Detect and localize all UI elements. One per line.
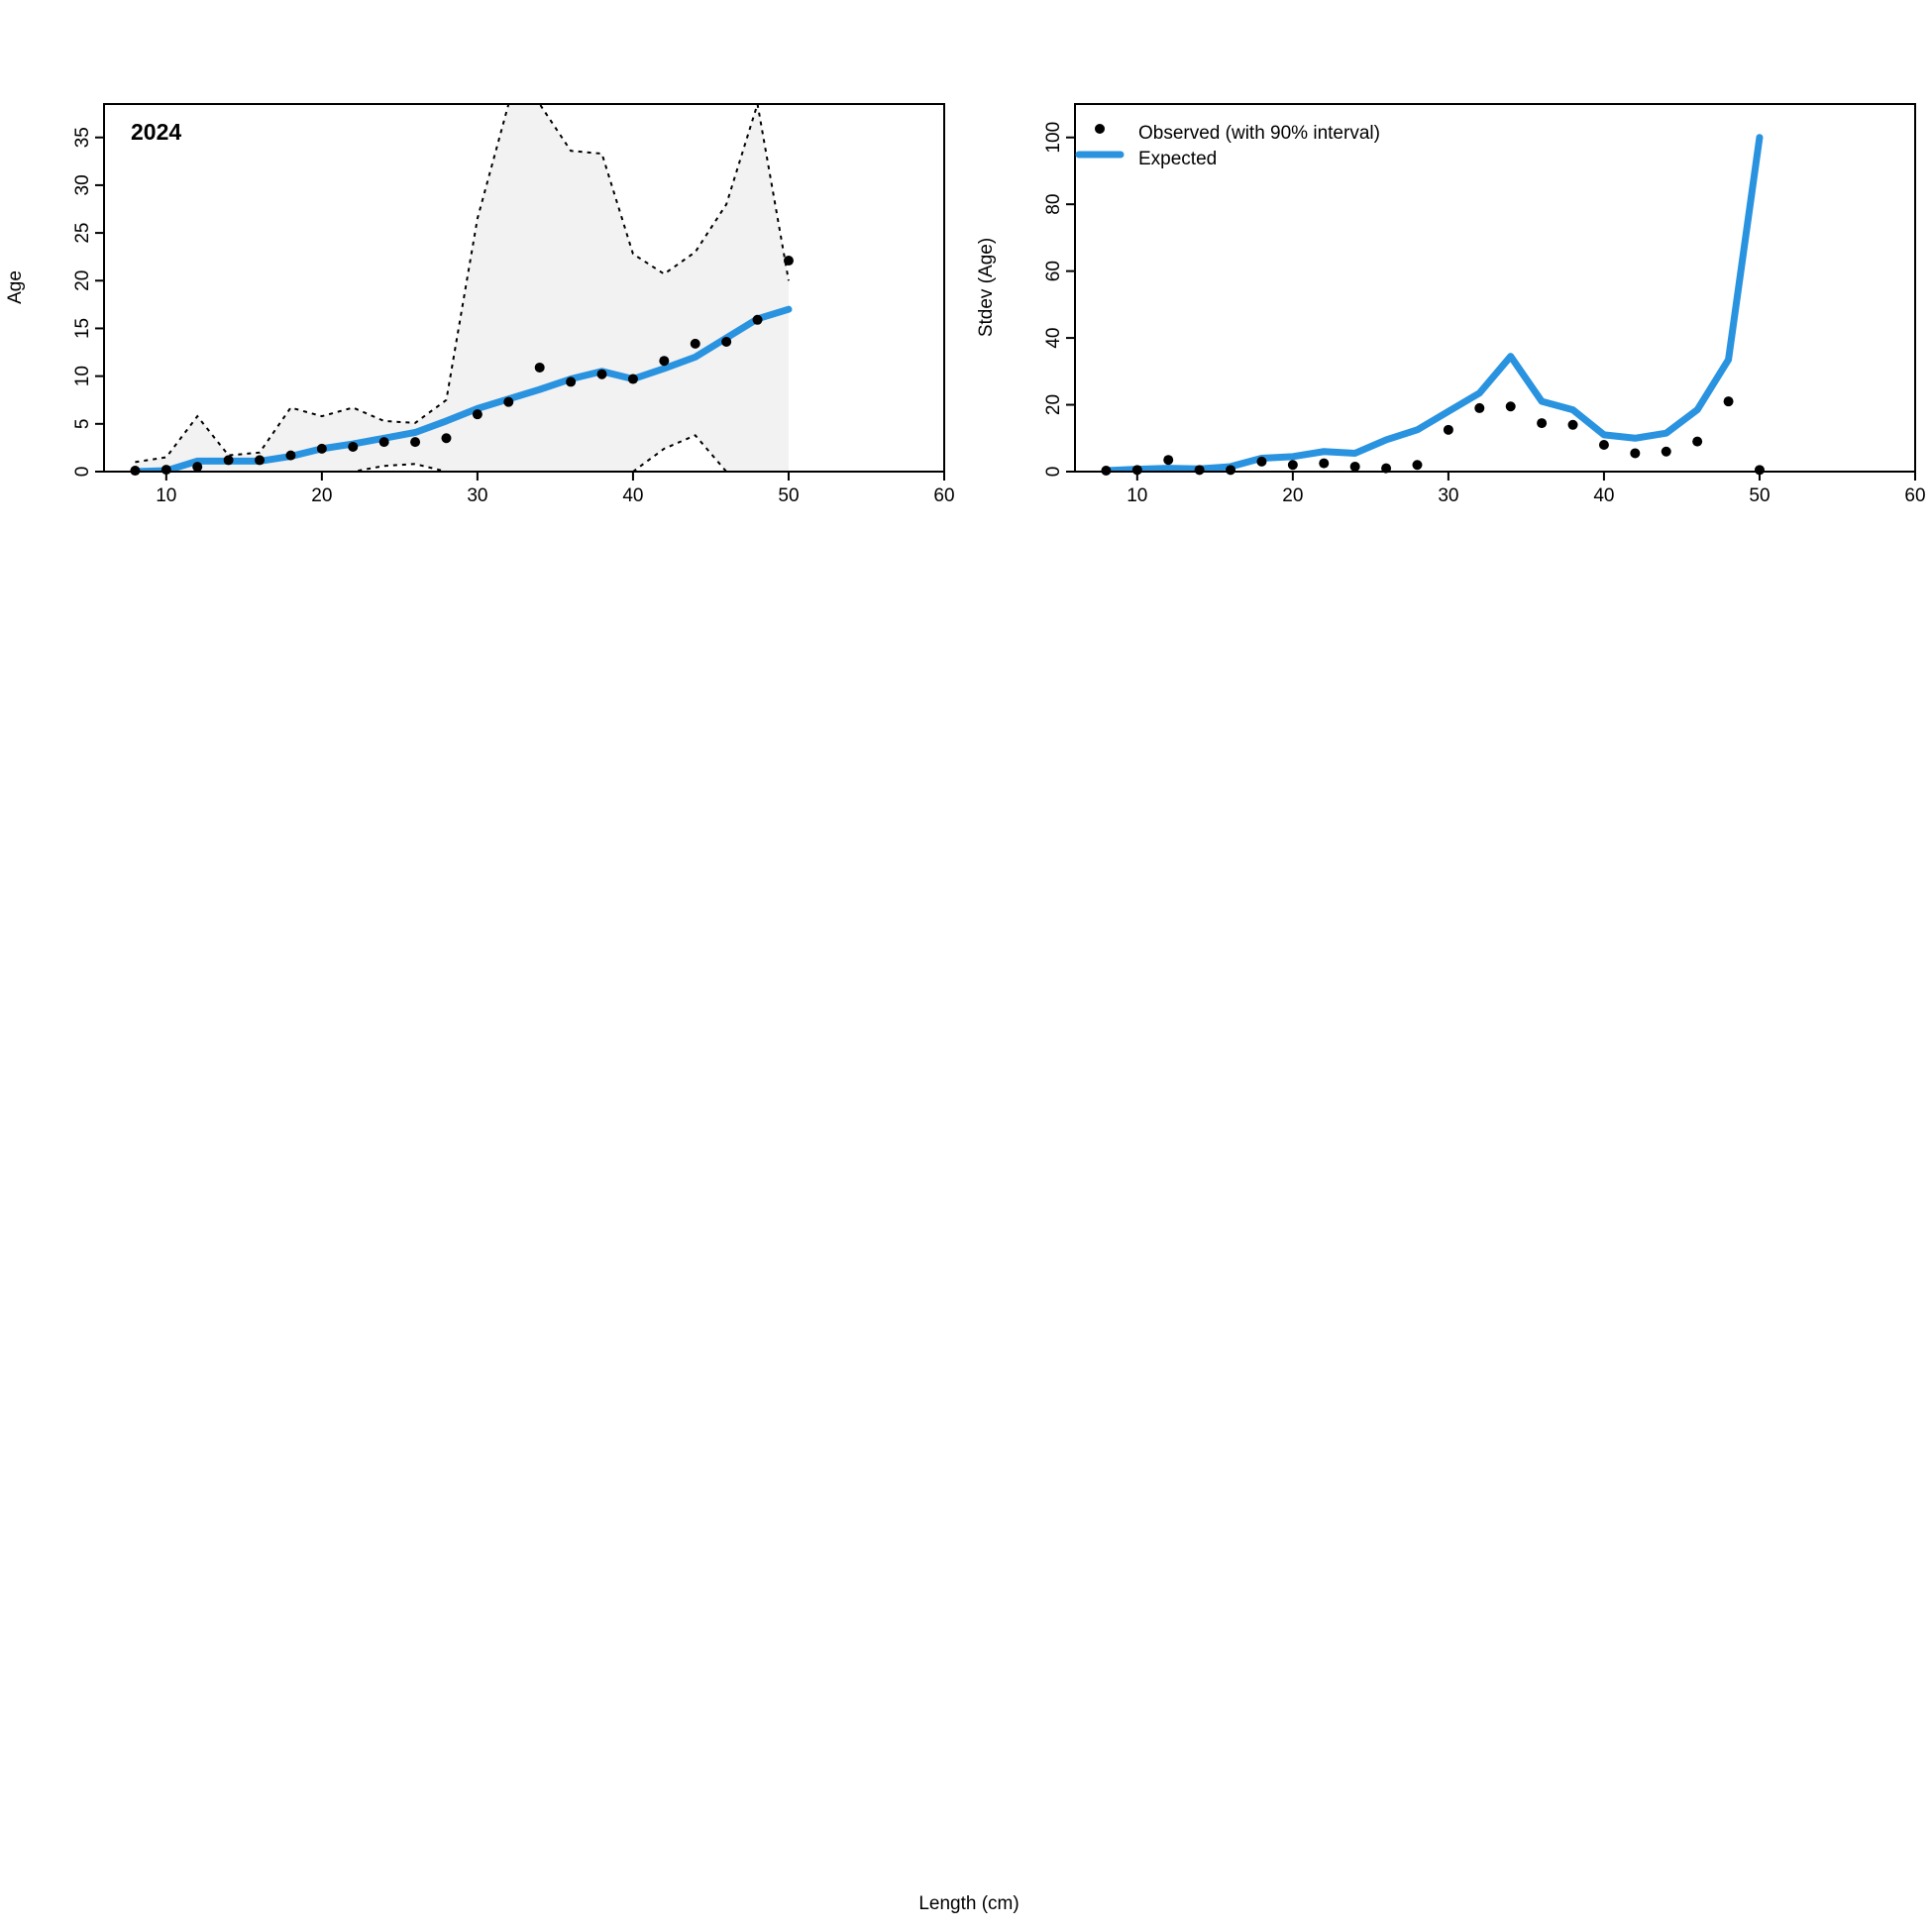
age-observed-point bbox=[690, 338, 700, 349]
age-expected-line bbox=[131, 305, 793, 472]
stdev-observed-point bbox=[1226, 465, 1236, 476]
stdev-y-tick-label: 0 bbox=[1043, 467, 1064, 478]
stdev-x-tick-label: 20 bbox=[1282, 485, 1303, 506]
stdev-observed-point bbox=[1630, 448, 1641, 459]
age-observed-point bbox=[503, 396, 514, 407]
stdev-observed-point bbox=[1349, 461, 1360, 472]
age-observed-point bbox=[378, 437, 389, 448]
stdev-y-tick-label: 20 bbox=[1043, 394, 1064, 415]
age-x-tick-label: 30 bbox=[467, 485, 487, 506]
stdev-y-tick-label: 80 bbox=[1043, 194, 1064, 215]
age-y-tick-label: 35 bbox=[72, 127, 93, 148]
stdev-observed-point bbox=[1537, 418, 1548, 429]
legend-point-symbol bbox=[1095, 124, 1105, 134]
age-y-tick-label: 25 bbox=[72, 223, 93, 244]
age-observed-point bbox=[783, 256, 794, 267]
stdev-observed-point bbox=[1474, 402, 1485, 413]
age-observed-point bbox=[472, 409, 483, 420]
age-observed-point bbox=[627, 374, 638, 384]
stdev-observed-point bbox=[1505, 401, 1516, 412]
stdev-x-tick-label: 60 bbox=[1904, 485, 1925, 506]
age-observed-point bbox=[410, 437, 421, 448]
age-y-tick-label: 30 bbox=[72, 174, 93, 195]
age-observed-point bbox=[255, 455, 266, 466]
age-observed-point bbox=[441, 433, 452, 444]
stdev-observed-point bbox=[1194, 465, 1205, 476]
stdev-x-tick-label: 30 bbox=[1438, 485, 1458, 506]
stdev-observed-point bbox=[1443, 424, 1453, 435]
age-observed-point bbox=[348, 441, 359, 452]
stdev-observed-point bbox=[1692, 436, 1703, 447]
age-observed-point bbox=[316, 443, 327, 454]
legend-entry-expected: Expected bbox=[1138, 149, 1217, 169]
stdev-y-tick-label: 60 bbox=[1043, 261, 1064, 281]
age-y-tick-label: 10 bbox=[72, 366, 93, 386]
age-observed-point bbox=[192, 462, 203, 473]
age-observed-point bbox=[285, 450, 296, 461]
age-panel: 10 20 30 40 50 60 0 5 10 15 20 25 30 35 2024 Age bbox=[5, 103, 955, 506]
age-observed-point bbox=[596, 369, 607, 379]
interval-lower-line bbox=[135, 434, 789, 472]
stdev-observed-point bbox=[1163, 455, 1174, 466]
age-plot-frame bbox=[103, 103, 945, 473]
stdev-x-tick-label: 40 bbox=[1593, 485, 1614, 506]
stdev-observed-point bbox=[1412, 460, 1423, 471]
age-observed-point bbox=[659, 356, 670, 367]
age-observed-point bbox=[752, 314, 763, 325]
age-y-tick-label: 20 bbox=[72, 270, 93, 291]
x-axis-title: Length (cm) bbox=[918, 1893, 1019, 1914]
stdev-y-axis-title: Stdev (Age) bbox=[976, 238, 997, 337]
stdev-observed-point bbox=[1661, 446, 1671, 457]
stdev-panel: 10 20 30 40 50 60 0 20 40 60 80 100 Stdev (Age) Ob… bbox=[976, 103, 1926, 506]
age-y-tick-label: 5 bbox=[72, 419, 93, 430]
age-x-tick-label: 50 bbox=[778, 485, 799, 506]
stdev-plot-frame bbox=[1074, 103, 1916, 473]
stdev-y-tick-label: 100 bbox=[1043, 122, 1064, 154]
stdev-observed-point bbox=[1319, 458, 1330, 469]
stdev-observed-point bbox=[1723, 396, 1734, 407]
age-x-tick-label: 20 bbox=[311, 485, 332, 506]
age-x-tick-label: 60 bbox=[933, 485, 954, 506]
stdev-observed-point bbox=[1287, 460, 1298, 471]
age-observed-point bbox=[721, 336, 732, 347]
panel-label: 2024 bbox=[131, 119, 181, 145]
age-y-axis-title: Age bbox=[5, 270, 26, 304]
stdev-y-tick-label: 40 bbox=[1043, 328, 1064, 349]
stdev-observed-point bbox=[1256, 456, 1267, 467]
age-x-tick-label: 10 bbox=[156, 485, 176, 506]
stdev-expected-line bbox=[1102, 134, 1764, 472]
age-y-tick-label: 0 bbox=[72, 467, 93, 478]
stdev-observed-point bbox=[1598, 440, 1609, 451]
legend: Observed (with 90% interval) Expected bbox=[1075, 123, 1380, 169]
stdev-x-tick-label: 10 bbox=[1127, 485, 1147, 506]
stdev-x-tick-label: 50 bbox=[1749, 485, 1770, 506]
age-observed-point bbox=[223, 455, 234, 466]
age-observed-point bbox=[566, 376, 577, 387]
age-y-tick-label: 15 bbox=[72, 318, 93, 339]
age-observed-point bbox=[534, 362, 545, 373]
legend-entry-observed: Observed (with 90% interval) bbox=[1138, 123, 1380, 144]
age-x-tick-label: 40 bbox=[622, 485, 643, 506]
stdev-observed-point bbox=[1101, 465, 1112, 476]
stdev-observed-point bbox=[1567, 419, 1578, 430]
